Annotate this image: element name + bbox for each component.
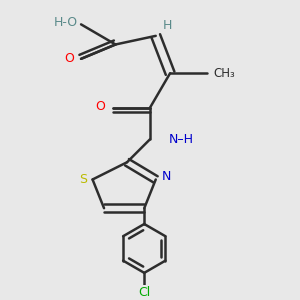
- Text: S: S: [79, 173, 87, 186]
- Text: H-O: H-O: [54, 16, 78, 29]
- Text: Cl: Cl: [138, 286, 150, 299]
- Text: N–H: N–H: [169, 133, 194, 146]
- Text: O: O: [64, 52, 74, 65]
- Text: CH₃: CH₃: [213, 67, 235, 80]
- Text: N: N: [161, 170, 171, 183]
- Text: H: H: [163, 19, 172, 32]
- Text: O: O: [96, 100, 106, 113]
